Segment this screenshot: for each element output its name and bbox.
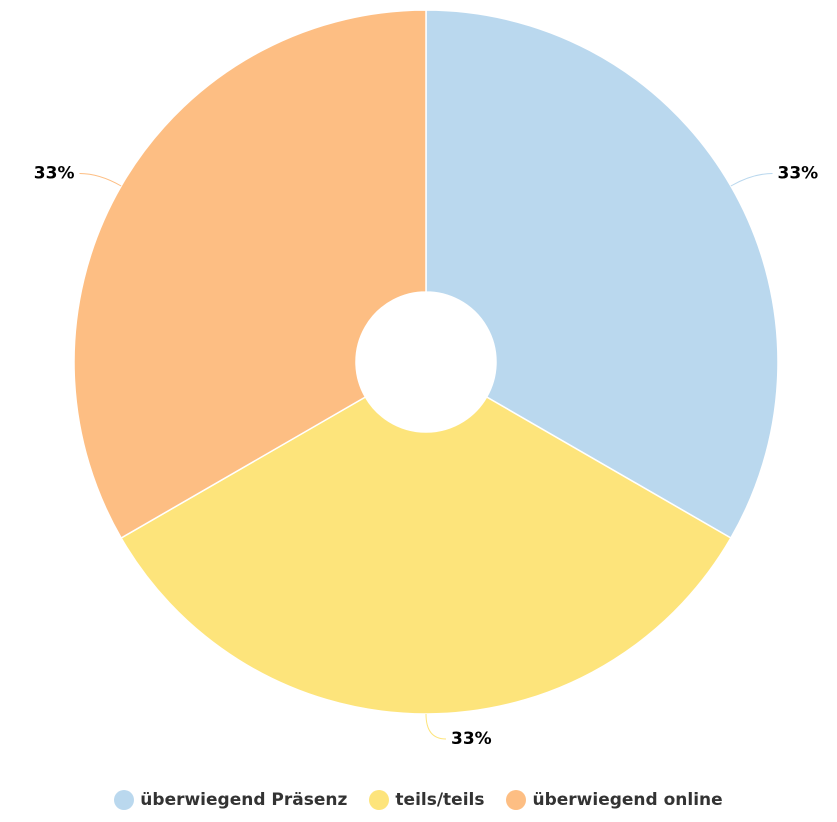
legend-item[interactable]: teils/teils bbox=[369, 790, 484, 810]
legend-swatch bbox=[114, 790, 135, 810]
slice bbox=[120, 395, 732, 715]
legend-label: überwiegend online bbox=[532, 790, 723, 810]
legend-label: teils/teils bbox=[395, 790, 485, 810]
connector bbox=[425, 713, 447, 740]
legend: überwiegend Präsenz teils/teils überwiegen… bbox=[0, 790, 837, 810]
slice bbox=[73, 9, 427, 540]
legend-item[interactable]: überwiegend Präsenz bbox=[114, 790, 347, 810]
slice bbox=[425, 9, 779, 540]
connector bbox=[79, 173, 122, 187]
data-label: 33% bbox=[34, 164, 75, 184]
legend-swatch bbox=[369, 790, 390, 810]
connector bbox=[730, 173, 773, 187]
data-label: 33% bbox=[777, 164, 818, 184]
legend-label: überwiegend Präsenz bbox=[140, 790, 348, 810]
chart: 33% 33% 33% bbox=[34, 9, 818, 749]
legend-item[interactable]: überwiegend online bbox=[506, 790, 723, 810]
data-label: 33% bbox=[451, 729, 492, 749]
legend-swatch bbox=[506, 790, 527, 810]
